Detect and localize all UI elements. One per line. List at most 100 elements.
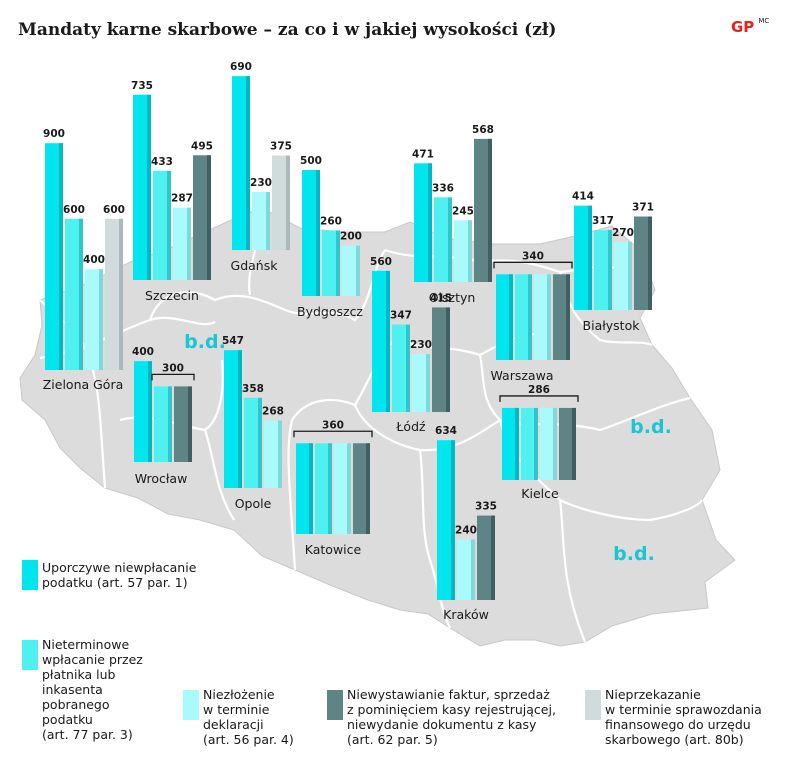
value-label: 230 [250,177,272,189]
bar-s2 [65,218,83,370]
value-label: 286 [528,384,550,396]
bar-s2 [322,230,340,296]
bars: 900 600 400 600 Zielona Góra 735 433 287 495 Szcz… [43,61,654,622]
bar-s1 [437,440,455,600]
legend-line: finansowego do urzędu [605,717,751,732]
city-label: Warszawa [491,368,554,383]
city-label: Kielce [521,486,559,501]
bar-edge-s4 [491,515,495,600]
bar-s5 [272,155,290,250]
bar-edge-s5 [119,218,123,370]
legend-swatch [585,690,601,720]
bar-s4 [432,307,450,412]
value-label: 340 [522,250,544,262]
bar-s3 [334,443,351,534]
city-label: Bydgoszcz [297,304,363,319]
bar-s1 [496,274,513,360]
bar-s3 [264,420,282,488]
bar-edge-s3 [187,207,191,280]
value-label: 360 [322,419,344,431]
legend-line: podatku (art. 57 par. 1) [42,575,188,590]
bar-edge-s4 [446,307,450,412]
value-label: 415 [430,292,452,304]
legend-line: Niezłożenie [203,687,275,702]
legend-line: Uporczywe niewpłacanie [42,560,197,575]
bar-edge-s3 [426,354,430,412]
value-label: 634 [435,425,457,437]
legend-line: pobranego [42,697,110,712]
city-wroclaw: 400 300 Wrocław [132,346,195,486]
legend-line: inkasenta [42,682,103,697]
bar-edge-s3 [468,220,472,282]
value-label: 358 [242,383,264,395]
bar-s2 [244,397,262,488]
chart-title: Mandaty karne skarbowe – za co i w jakie… [18,20,557,40]
no-data-labels: b.d. b.d. b.d. [184,331,672,565]
bar-s3 [342,245,360,296]
bar-s1 [224,350,242,488]
legend-line: (art. 62 par. 5) [347,732,438,747]
bar-edge-s4 [572,407,576,480]
legend-line: podatku [42,712,93,727]
bar-s3 [412,354,430,412]
value-label: 245 [452,205,474,217]
bar-edge-s3 [278,420,282,488]
bar-edge-s4 [566,274,570,360]
city-kielce: 286 Kielce [499,384,579,501]
value-label: 600 [63,204,85,216]
value-label: 287 [171,193,193,205]
bar-edge-s2 [528,274,532,360]
value-label: 471 [412,148,434,160]
bar-edge-s2 [167,170,171,280]
legend-line: deklaracji [203,717,264,732]
legend-text: Nieterminowe wpłacanie przez płatnika lub i… [42,637,143,742]
bar-edge-s2 [258,397,262,488]
bar-s1 [296,443,313,534]
bar-s4 [477,515,495,600]
legend-swatch [183,690,199,720]
bar-s2 [521,407,538,480]
city-label: Katowice [305,542,362,557]
legend-line: wpłacanie przez [42,652,143,667]
bar-edge-s1 [309,443,313,534]
bar-s2 [434,197,452,282]
city-label: Olsztyn [429,290,476,305]
bar-s2 [154,386,172,462]
bar-edge-s2 [328,443,332,534]
city-gdansk: 690 230 375 Gdańsk [230,61,292,273]
city-olsztyn: 471 336 245 568 Olsztyn [412,124,494,305]
legend-line: skarbowego (art. 80b) [605,732,744,747]
bar-edge-s1 [148,361,152,462]
bar-s4 [559,407,576,480]
region-border [287,419,297,571]
group-bracket [493,261,573,269]
bar-s2 [515,274,532,360]
bar-edge-s3 [99,269,103,370]
bar-edge-s2 [534,407,538,480]
value-label: 735 [131,80,153,92]
bar-edge-s1 [59,143,63,370]
legend-text: Uporczywe niewpłacanie podatku (art. 57 p… [42,560,196,590]
bar-edge-s4 [188,386,192,462]
city-zielona-gora: 900 600 400 600 Zielona Góra [43,128,125,392]
bar-edge-s3 [471,539,475,600]
bar-s5 [105,218,123,370]
value-label: 347 [390,310,412,322]
city-bydgoszcz: 500 260 200 Bydgoszcz [297,155,363,319]
bar-edge-s1 [451,440,455,600]
bar-s3 [540,407,557,480]
bar-edge-s1 [515,407,519,480]
legend-line: Niewystawianie faktur, sprzedaż [347,687,550,702]
bar-s3 [252,192,270,250]
region-border [418,449,451,629]
value-label: 336 [432,182,454,194]
bar-s4 [174,386,192,462]
bar-s3 [534,274,551,360]
value-label: 547 [222,335,244,347]
city-opole: 547 358 268 Opole [222,335,284,511]
legend-line: (art. 77 par. 3) [42,727,133,742]
bar-edge-s1 [246,76,250,251]
city-label: Opole [235,496,272,511]
no-data-label: b.d. [184,331,226,353]
bar-s1 [302,170,320,296]
